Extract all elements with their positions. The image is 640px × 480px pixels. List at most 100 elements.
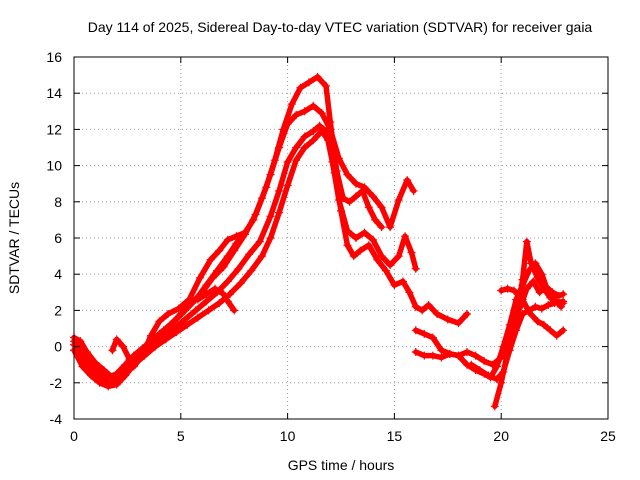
chart-title: Day 114 of 2025, Sidereal Day-to-day VTE… [88, 19, 593, 35]
data-point [475, 366, 484, 375]
data-point [87, 371, 96, 380]
data-point [398, 277, 407, 286]
data-point [394, 252, 403, 261]
data-point [324, 136, 333, 145]
data-point [78, 362, 87, 371]
data-point [411, 264, 420, 273]
data-point [292, 143, 301, 152]
series-evening-4 [490, 237, 568, 411]
data-point [405, 288, 414, 297]
x-tick-label: 5 [177, 428, 185, 444]
y-tick-label: 4 [54, 266, 62, 282]
data-point [345, 197, 354, 206]
data-point [377, 203, 386, 212]
series-evening-2 [411, 259, 566, 382]
data-point [364, 203, 373, 212]
data-point [296, 83, 305, 92]
data-point [343, 241, 352, 250]
data-point [537, 270, 546, 279]
data-point [371, 215, 380, 224]
data-point [454, 319, 463, 328]
series-day-5 [108, 228, 249, 371]
data-point [313, 72, 322, 81]
data-point [559, 326, 568, 335]
data-point [104, 382, 113, 391]
data-point [552, 331, 561, 340]
data-point [129, 362, 138, 371]
y-tick-label: 0 [54, 339, 62, 355]
data-point [484, 371, 493, 380]
data-point [215, 299, 224, 308]
data-point [119, 342, 128, 351]
data-point [112, 335, 121, 344]
data-point [315, 121, 324, 130]
data-point [351, 234, 360, 242]
data-point [463, 310, 472, 319]
data-point [170, 317, 179, 326]
data-point [275, 208, 284, 217]
data-point [411, 326, 420, 335]
data-point [539, 320, 548, 329]
data-point [351, 192, 360, 201]
data-point [386, 261, 395, 270]
data-point [360, 183, 369, 192]
data-point [552, 297, 561, 306]
data-point [559, 290, 568, 299]
y-tick-label: -4 [50, 411, 63, 427]
data-point [304, 78, 313, 87]
x-tick-label: 15 [387, 428, 403, 444]
data-point [349, 252, 358, 261]
data-point [230, 306, 239, 315]
data-point [330, 168, 339, 177]
x-tick-label: 0 [70, 428, 78, 444]
data-point [257, 252, 266, 261]
data-point [377, 223, 386, 232]
data-point [300, 107, 309, 116]
series-layer [70, 72, 568, 411]
data-point [247, 266, 256, 275]
data-point [559, 299, 568, 308]
data-point [471, 351, 480, 360]
data-point [223, 252, 232, 261]
data-point [518, 310, 527, 319]
y-tick-label: 8 [54, 194, 62, 210]
series-day-1 [70, 72, 386, 382]
data-point [454, 351, 463, 360]
data-point [343, 170, 352, 179]
y-tick-label: 12 [46, 121, 62, 137]
data-point [322, 81, 331, 90]
data-point [546, 293, 555, 302]
y-tick-label: 10 [46, 158, 62, 174]
data-point [418, 306, 427, 315]
data-point [546, 326, 555, 335]
data-point [533, 317, 542, 326]
data-point [161, 335, 170, 344]
data-point [249, 215, 258, 224]
data-point [266, 234, 275, 242]
data-point [337, 206, 345, 215]
series-trace [195, 285, 237, 314]
data-point [266, 212, 275, 221]
data-point [386, 223, 395, 232]
series-trace [468, 298, 566, 382]
data-point [369, 235, 378, 244]
series-trace [71, 123, 419, 386]
data-point [210, 284, 219, 293]
data-point [407, 248, 416, 257]
data-point [146, 331, 155, 340]
data-point [193, 313, 202, 322]
y-tick-label: 2 [54, 302, 62, 318]
data-point [232, 232, 241, 241]
data-point [283, 157, 292, 166]
data-point [240, 228, 249, 237]
data-point [172, 328, 181, 337]
series-trace [492, 238, 566, 410]
data-point [317, 109, 326, 118]
series-trace [498, 285, 566, 339]
data-point [544, 300, 553, 309]
series-trace [71, 103, 417, 381]
data-point [202, 297, 211, 306]
data-point [202, 290, 211, 299]
data-point [428, 333, 437, 342]
